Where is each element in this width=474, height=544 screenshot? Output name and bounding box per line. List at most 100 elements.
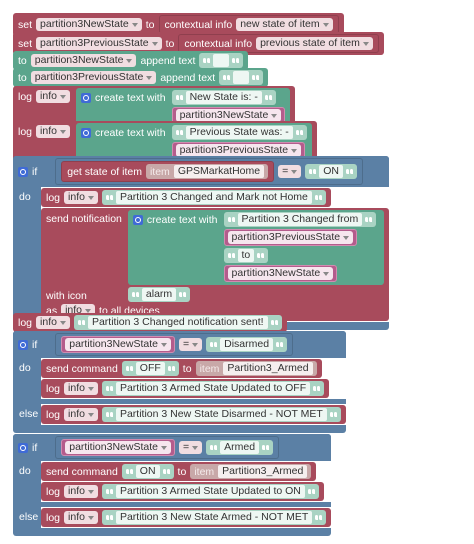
text-value: Partition3_Armed: [218, 465, 308, 478]
quote-icon: [126, 469, 133, 474]
block-part: alarm: [127, 287, 384, 302]
statement-stack: log info Partition 3 New State Disarmed -…: [41, 404, 346, 425]
text-value: Previous State was: -: [185, 126, 293, 139]
dropdown-field: info: [64, 191, 98, 204]
set-block: set partition3NewState to contextual info n…: [13, 13, 344, 36]
block: send command OFF to item Partition3_Armed: [41, 359, 322, 378]
quote-icon: [315, 515, 322, 520]
mutator-icon: [18, 166, 28, 177]
item-block: item GPSMarkatHome: [145, 164, 269, 179]
statement-stack: send command ON to item Partition3_Armed …: [41, 461, 332, 502]
append-block: to partition3PreviousState append text: [13, 68, 269, 87]
block: create text with Previous State was: - p…: [75, 123, 312, 162]
block-text: append text: [140, 54, 196, 67]
block-body: else log info Partition 3 New State Disar…: [13, 404, 346, 425]
quote-icon: [176, 95, 183, 100]
text-block: Partition 3 New State Armed - NOT MET: [101, 510, 327, 525]
variable-block: partition3NewState: [61, 439, 175, 456]
input-column: New State is: - partition3NewState: [171, 90, 286, 124]
block-body: else log info Partition 3 New State Armed…: [13, 507, 332, 528]
block-text: log: [46, 191, 61, 204]
dropdown-field: partition3NewState: [65, 338, 171, 351]
block-body: do send command ON to item Partition3_Arm…: [13, 461, 332, 502]
block-text: log: [46, 382, 61, 395]
quote-icon: [106, 489, 113, 494]
text-value: Partition 3 New State Armed - NOT MET: [115, 511, 313, 524]
block-text: to: [145, 18, 155, 31]
block-text: if: [32, 441, 38, 454]
text-block: ON: [305, 164, 357, 179]
block-text: item: [199, 362, 220, 375]
block-label: send notification: [46, 213, 122, 225]
text-value: ON: [135, 465, 160, 478]
text-value: Disarmed: [220, 338, 274, 351]
block-text: send command: [46, 465, 118, 478]
append-block: to partition3NewState append text: [13, 51, 249, 70]
text-block: alarm: [127, 287, 191, 302]
quote-icon: [265, 95, 272, 100]
block: partition3NewState = Armed: [55, 436, 280, 459]
dropdown-field: previous state of item: [256, 37, 373, 50]
block-label: create text with: [80, 125, 166, 139]
statement-stack: send command OFF to item Partition3_Armed…: [41, 358, 346, 399]
text-block: Partition 3 New State Disarmed - NOT MET: [101, 407, 341, 422]
quote-icon: [228, 217, 235, 222]
quote-icon: [228, 253, 235, 258]
block: log info Partition 3 Changed and Mark not…: [41, 188, 331, 207]
quote-icon: [313, 386, 320, 391]
text-value: [233, 71, 250, 84]
text-block: Partition 3 Armed State Updated to OFF: [101, 381, 325, 396]
keyword-label: do: [19, 362, 31, 374]
text-value: Partition 3 Changed from: [237, 213, 363, 226]
block-text: create text with: [94, 127, 166, 139]
quote-icon: [252, 75, 259, 80]
quote-icon: [132, 292, 139, 297]
if-block: if get state of item item GPSMarkatHome = …: [13, 156, 390, 330]
block-text: set: [18, 37, 33, 50]
dropdown-field: partition3PreviousState: [36, 37, 162, 50]
block-text: to: [18, 71, 27, 84]
block-text: log: [46, 485, 61, 498]
text-block: Previous State was: -: [171, 125, 307, 140]
block: if partition3NewState = Armed: [13, 434, 332, 461]
block-text: get state of item: [67, 165, 142, 178]
item-block: item Partition3_Armed: [195, 361, 317, 376]
quote-icon: [176, 130, 183, 135]
mutator-icon: [80, 128, 91, 138]
block: if partition3NewState = Disarmed: [13, 331, 346, 358]
block-text: log: [46, 408, 61, 421]
block-text: send command: [46, 362, 118, 375]
text-value: to: [237, 249, 255, 262]
text-block: Partition 3 Changed from: [223, 212, 377, 227]
text-value: Partition 3 Changed and Mark not Home: [115, 191, 312, 204]
quote-icon: [210, 342, 217, 347]
dropdown-field: info: [36, 125, 70, 138]
dropdown-field: new state of item: [236, 18, 333, 31]
text-block: [219, 70, 264, 85]
block-label: create text with: [132, 212, 218, 226]
dropdown-field: =: [278, 165, 302, 178]
text-value: alarm: [141, 288, 177, 301]
text-value: OFF: [135, 362, 165, 375]
block: contextual info previous state of item: [178, 34, 379, 53]
variable-block: partition3NewState: [223, 265, 338, 282]
text-block: Partition 3 Changed and Mark not Home: [101, 190, 326, 205]
block: create text with New State is: - partiti…: [75, 88, 291, 127]
text-block: [199, 53, 244, 68]
variable-block: partition3PreviousState: [223, 229, 358, 246]
quote-icon: [106, 515, 113, 520]
block: get state of item item GPSMarkatHome: [61, 161, 275, 182]
dropdown-field: =: [178, 441, 203, 454]
block: get state of item item GPSMarkatHome = ON: [55, 158, 363, 185]
block: [13, 502, 332, 507]
block: log info Partition 3 New State Armed - NO…: [41, 508, 332, 527]
dropdown-field: partition3PreviousState: [30, 71, 157, 84]
text-value: Partition3_Armed: [223, 362, 313, 375]
block-text: create text with: [146, 214, 218, 226]
block-label: log info: [18, 123, 70, 138]
quote-icon: [315, 195, 322, 200]
block-text: log: [18, 125, 33, 138]
quote-icon: [106, 195, 113, 200]
dropdown-field: partition3NewState: [65, 441, 171, 454]
block-body: do send command OFF to item Partition3_Ar…: [13, 358, 346, 399]
